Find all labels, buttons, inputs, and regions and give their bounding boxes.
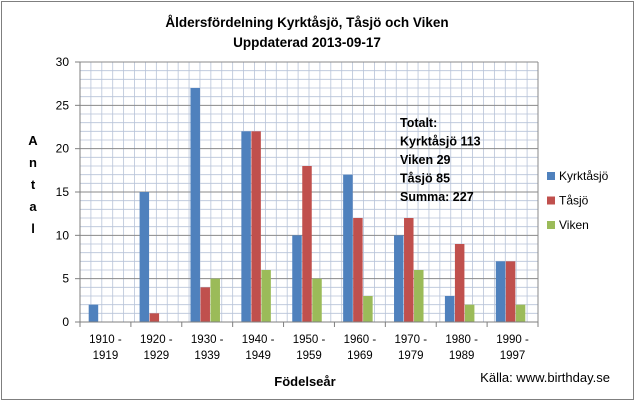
legend-label-Kyrktåsjö: Kyrktåsjö [559, 169, 609, 183]
bar-Viken-2 [210, 278, 220, 322]
legend-swatch-Tåsjö [547, 196, 555, 205]
x-tick-label: 1980 - [445, 334, 478, 346]
x-tick-labels: 1910 - 1919 1920 - 1929 1930 - 1939 1940 - 1949… [89, 334, 529, 362]
x-tick-label: 1920 - [140, 334, 173, 346]
x-tick-label: 1930 - [191, 334, 224, 346]
y-tick-label: 10 [56, 228, 70, 242]
x-tick-label: 1939 [194, 350, 220, 362]
y-axis-label-letter: a [29, 199, 37, 214]
bar-Viken-3 [261, 270, 271, 322]
x-tick-label: 1969 [347, 350, 373, 362]
y-tick-label: 20 [56, 142, 70, 156]
x-tick-label: 1949 [245, 350, 271, 362]
y-axis-label-letter: n [29, 155, 37, 170]
y-tick-labels: 0 5 10 15 20 25 30 [56, 55, 70, 329]
bar-Viken-8 [515, 304, 526, 322]
legend-swatch-Viken [547, 221, 555, 229]
bar-Viken-6 [414, 270, 424, 322]
y-tick-label: 5 [62, 272, 69, 286]
legend-label-Viken: Viken [559, 218, 589, 232]
x-tick-label: 1910 - [89, 334, 122, 346]
chart-title: Åldersfördelning Kyrktåsjö, Tåsjö och Vi… [165, 15, 448, 30]
y-tick-label: 30 [56, 55, 70, 69]
chart-subtitle: Uppdaterad 2013-09-17 [233, 35, 381, 50]
y-tick-label: 25 [56, 98, 70, 112]
source-text: Källa: www.birthday.se [480, 370, 610, 385]
y-axis-label-letter: t [31, 177, 36, 192]
bar-Tåsjö-7 [454, 244, 465, 322]
y-tick-label: 0 [62, 315, 69, 329]
bar-Kyrktåsjö-2 [190, 88, 200, 322]
bar-Kyrktåsjö-7 [444, 296, 455, 322]
annotation-line: Viken 29 [400, 153, 451, 167]
x-tick-label: 1989 [449, 350, 475, 362]
bar-Viken-5 [363, 296, 373, 322]
bar-Tåsjö-8 [505, 261, 516, 322]
annotation-line: Totalt: [400, 116, 437, 130]
totals-annotation: Totalt: Kyrktåsjö 113 Viken 29 Tåsjö 85 Summ… [400, 116, 481, 204]
x-tick-label: 1990 - [496, 334, 529, 346]
bar-Kyrktåsjö-8 [495, 261, 506, 322]
x-tick-label: 1940 - [242, 334, 275, 346]
x-tick-label: 1919 [93, 350, 119, 362]
bar-Kyrktåsjö-3 [241, 131, 251, 322]
x-tick-label: 1960 - [344, 334, 377, 346]
bar-Tåsjö-6 [404, 218, 414, 322]
bar-Tåsjö-4 [302, 166, 312, 322]
x-tick-label: 1970 - [394, 334, 427, 346]
bar-Viken-7 [464, 304, 475, 322]
x-tick-label: 1979 [398, 350, 424, 362]
annotation-line: Tåsjö 85 [400, 172, 450, 186]
bar-Kyrktåsjö-4 [292, 235, 302, 322]
y-tick-label: 15 [56, 185, 70, 199]
bar-Kyrktåsjö-1 [139, 192, 150, 322]
annotation-line: Summa: 227 [400, 190, 474, 204]
x-tick-label: 1929 [144, 350, 170, 362]
legend-swatch-Kyrktåsjö [547, 172, 555, 180]
x-tick-label: 1959 [296, 350, 322, 362]
legend-label-Tåsjö: Tåsjö [559, 194, 589, 208]
y-axis-label-letter: A [28, 133, 38, 148]
bar-Tåsjö-1 [149, 313, 160, 322]
bar-Viken-4 [312, 278, 322, 322]
bar-Kyrktåsjö-5 [343, 174, 353, 322]
bar-Tåsjö-2 [200, 287, 210, 322]
x-tick-label: 1997 [500, 350, 526, 362]
y-axis-label-letter: l [31, 221, 35, 236]
legend: Kyrktåsjö Tåsjö Viken [547, 169, 609, 232]
bar-Kyrktåsjö-0 [88, 304, 99, 322]
annotation-line: Kyrktåsjö 113 [400, 135, 481, 149]
bar-Tåsjö-5 [353, 218, 363, 322]
bar-Kyrktåsjö-6 [394, 235, 404, 322]
bars [88, 88, 526, 322]
bar-Tåsjö-3 [251, 131, 261, 322]
x-axis-label: Födelseår [274, 374, 335, 389]
x-tick-label: 1950 - [293, 334, 326, 346]
axes [75, 61, 539, 327]
